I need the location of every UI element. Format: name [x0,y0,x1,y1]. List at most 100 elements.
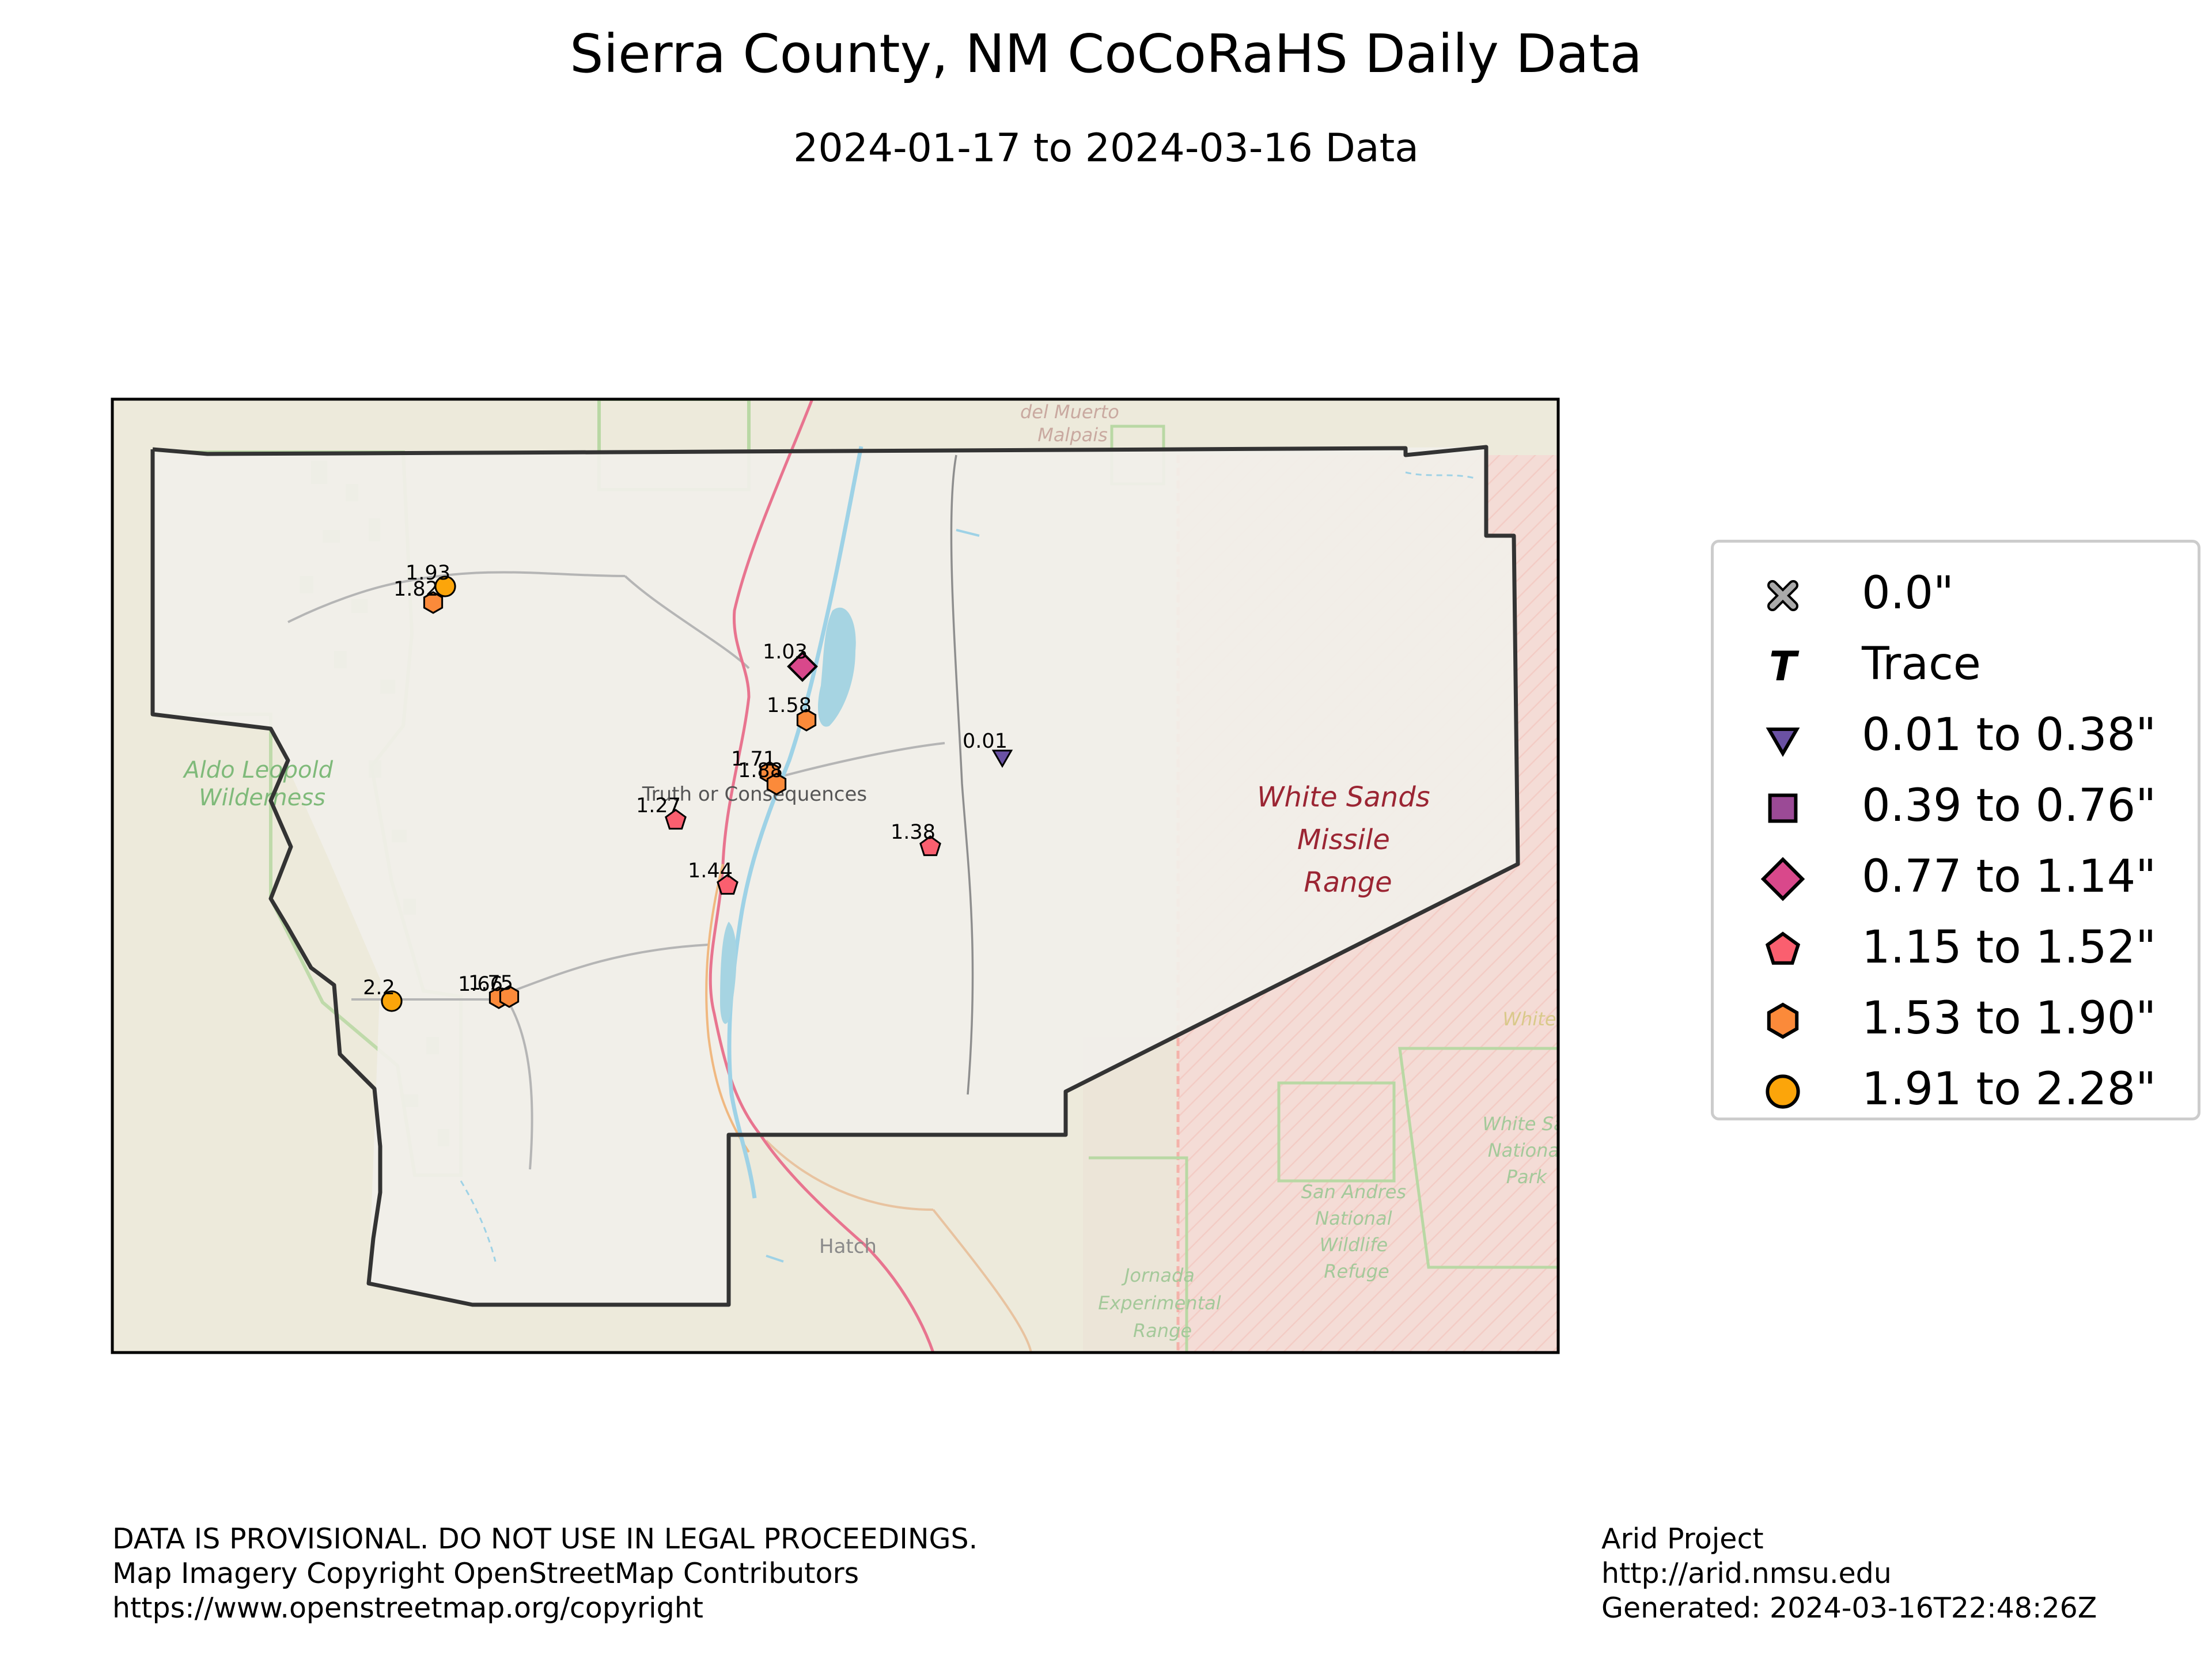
white-sands-np-label-2: Nationa [1488,1139,1559,1161]
legend-symbol-square [1768,793,1798,823]
station-marker[interactable] [919,835,941,857]
station-2[interactable]: 1.03 [763,641,818,682]
station-markers[interactable]: 1.931.82 1.03 1.58 0.01 1.711.88 1.27 1.38 1.44… [363,562,1013,1012]
station-12[interactable]: 1.75 [468,972,520,1008]
legend-label: Trace [1862,638,1981,690]
county-border [150,445,1520,1307]
missile-range-label-1: White Sands [1257,781,1430,813]
svg-text:San Andres National: San Andres National Wildlife Refuge [1301,1181,1412,1282]
wilderness-label-1: Aldo Leopold [182,757,333,783]
san-andres-label-2: National [1315,1207,1392,1229]
station-marker[interactable] [434,575,456,597]
legend-symbol-x [1767,580,1798,611]
legend-label: 0.77 to 1.14" [1862,851,2157,903]
legend-symbol-triangle [1766,728,1800,757]
town-label: Truth or Consequences [642,783,867,806]
footer-map-copyright: Map Imagery Copyright OpenStreetMap Cont… [112,1557,859,1590]
station-6[interactable]: 1.88 [738,759,787,796]
white-sands-np-label-3: Park [1506,1166,1548,1188]
station-value-label: 2.2 [363,976,395,999]
jornada-label-1: Jornada [1121,1264,1195,1286]
station-value-label: 1.03 [763,641,808,664]
station-0[interactable]: 1.93 [406,562,456,597]
legend-label: 0.0" [1862,567,1954,619]
station-value-label: 0.01 [963,730,1007,753]
station-8[interactable]: 1.38 [891,821,941,857]
station-value-label: 1.58 [767,694,812,717]
footer-project: Arid Project [1601,1522,1764,1555]
station-value-label: 1.71 [731,748,776,771]
station-marker[interactable] [796,709,817,732]
station-value-label: 1.88 [738,759,783,782]
basemap: Aldo Leopold Wilderness White Sands Miss… [112,399,1570,1353]
legend-label: 1.53 to 1.90" [1862,993,2157,1044]
san-andres-label-4: Refuge [1324,1260,1389,1282]
legend: 0.0" T Trace 0.01 to 0.38" 0.39 to 0.76" 0.77… [1711,540,2200,1120]
legend-label: 0.39 to 0.76" [1862,780,2157,832]
station-9[interactable]: 1.44 [688,859,738,895]
white-sands-np-label-1: White Sa [1482,1113,1565,1135]
legend-item-6: 1.53 to 1.90" [1714,982,2198,1051]
station-value-label: 1.66 [458,973,503,996]
hatch-label: Hatch [819,1235,877,1258]
station-marker[interactable] [766,772,787,796]
legend-label: 1.15 to 1.52" [1862,922,2157,974]
jornada-label-3: Range [1133,1320,1192,1342]
station-7[interactable]: 1.27 [636,794,687,830]
page-subtitle: 2024-01-17 to 2024-03-16 Data [793,126,1419,171]
footer-credits: Arid Project http://arid.nmsu.edu Genera… [1601,1522,2097,1626]
footer-disclaimer: DATA IS PROVISIONAL. DO NOT USE IN LEGAL… [112,1522,978,1626]
san-andres-label-3: Wildlife [1320,1234,1388,1256]
white-edge-label: White [1502,1008,1556,1030]
station-11[interactable]: 1.66 [458,973,509,1009]
footer-project-url[interactable]: http://arid.nmsu.edu [1601,1557,1892,1590]
station-marker[interactable] [717,874,738,895]
svg-text:White Sands Missile: White Sands Missile Range [1257,781,1439,899]
footer-osm-link[interactable]: https://www.openstreetmap.org/copyright [112,1592,704,1624]
page-title: Sierra County, NM CoCoRaHS Daily Data [570,23,1642,85]
legend-symbol-T: T [1769,643,1800,690]
svg-text:del Muerto Malpais: del Muerto Malpais [1020,401,1125,446]
station-marker[interactable] [787,651,818,682]
svg-text:T: T [1769,643,1800,690]
station-4[interactable]: 0.01 [963,730,1013,768]
map-frame [111,397,1560,1354]
legend-item-0: 0.0" [1714,557,2198,626]
svg-text:White Sa Nationa P: White Sa Nationa Park [1482,1113,1570,1188]
legend-symbol-circle [1766,1074,1800,1109]
svg-text:Jornada Experimental: Jornada Experimental Range [1098,1264,1227,1342]
legend-symbol-diamond [1760,857,1805,902]
legend-label: 0.01 to 0.38" [1862,709,2157,761]
station-value-label: 1.75 [468,972,513,995]
station-10[interactable]: 2.2 [363,976,403,1012]
station-marker[interactable] [423,591,444,614]
legend-item-4: 0.77 to 1.14" [1714,840,2198,910]
station-value-label: 1.82 [393,578,438,601]
station-1[interactable]: 1.82 [393,578,444,614]
legend-item-5: 1.15 to 1.52" [1714,911,2198,980]
legend-item-7: 1.91 to 2.28" [1714,1053,2198,1122]
svg-text:Aldo Leopold Wilderness: Aldo Leopold Wilderness [182,757,340,811]
san-andres-label-1: San Andres [1301,1181,1406,1203]
jornada-label-2: Experimental [1098,1292,1221,1314]
legend-symbol-hexagon [1767,1002,1799,1039]
station-value-label: 1.38 [891,821,935,844]
station-marker[interactable] [381,990,403,1012]
footer-generated: Generated: 2024-03-16T22:48:26Z [1601,1592,2097,1624]
del-muerto-label-1: del Muerto [1020,401,1119,423]
legend-item-3: 0.39 to 0.76" [1714,770,2198,839]
station-value-label: 1.27 [636,794,681,817]
station-value-label: 1.44 [688,859,733,882]
legend-label: 1.91 to 2.28" [1862,1063,2157,1115]
del-muerto-label-2: Malpais [1037,424,1108,446]
legend-item-2: 0.01 to 0.38" [1714,699,2198,768]
wilderness-label-2: Wilderness [199,785,325,811]
station-marker[interactable] [665,809,687,830]
station-marker[interactable] [499,985,520,1008]
missile-range-label-2: Missile [1297,824,1390,856]
station-3[interactable]: 1.58 [767,694,817,732]
legend-item-1: T Trace [1714,628,2198,697]
station-marker[interactable] [991,749,1013,768]
missile-range-label-3: Range [1304,866,1392,899]
